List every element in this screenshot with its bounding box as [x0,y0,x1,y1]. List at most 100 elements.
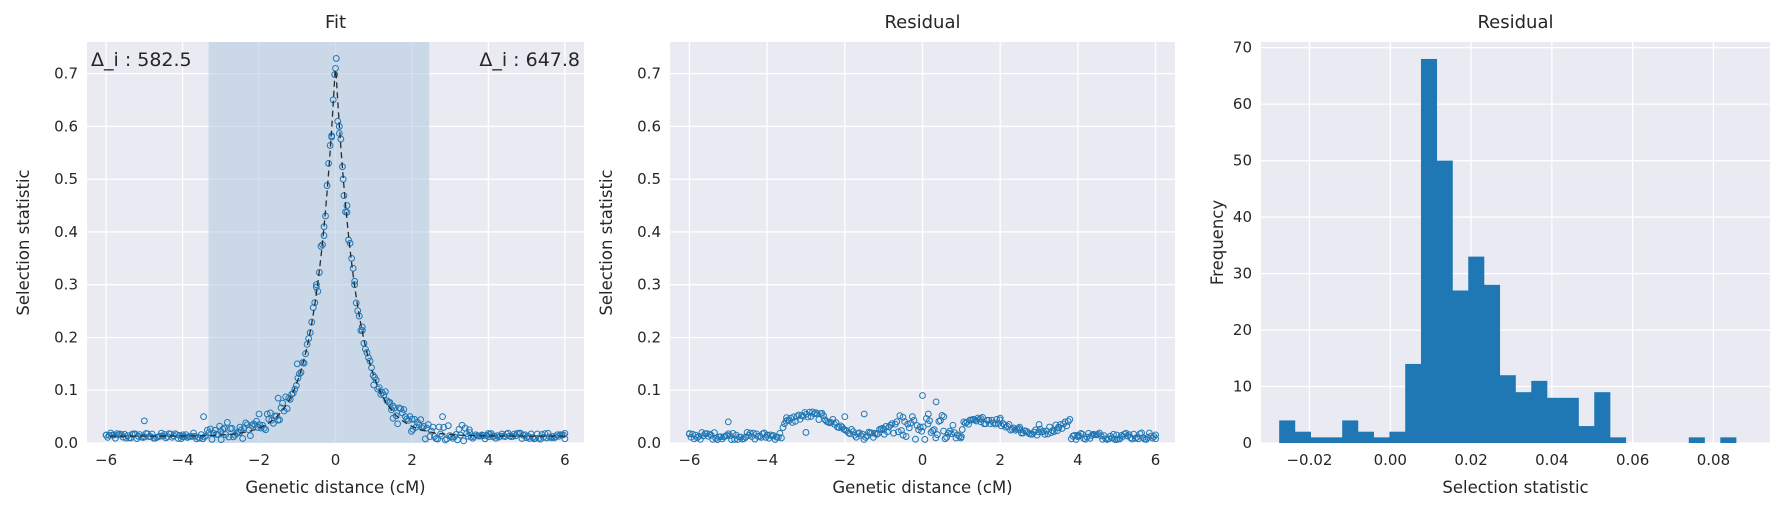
fit-panel: Δ_i : 582.5 Δ_i : 647.8 −6 −4 −2 0 2 4 6 0.0 0.1 0.… [14,12,584,497]
highlighted-region [208,42,430,443]
data-point [246,432,254,440]
data-point [993,415,1000,423]
data-point [787,414,795,422]
x-tick-label: 0 [331,451,341,469]
data-point [880,426,888,434]
histogram-bar [1389,431,1406,443]
data-point [893,418,901,426]
data-point [706,430,714,438]
data-point [996,414,1004,422]
y-tick-label: 50 [1233,152,1252,170]
data-point [1055,423,1062,431]
data-point [427,427,435,435]
data-point [559,431,567,439]
data-point [408,427,415,435]
panel-title: Fit [325,12,346,33]
data-point [991,420,999,428]
data-point [269,419,277,427]
data-point [795,411,802,419]
y-tick-label: 0.4 [54,223,78,241]
data-point [400,406,408,413]
histogram-bar [1468,256,1485,443]
scatter-points [686,392,1159,444]
data-point [740,435,748,443]
x-tick-label: −6 [678,451,700,469]
data-point [932,434,940,442]
data-point [1066,416,1074,423]
x-tick-label: 0 [918,451,928,469]
data-point [288,390,296,398]
data-point [717,433,725,441]
data-point [374,385,382,393]
data-point [977,418,985,426]
data-point [435,423,443,431]
data-point [1049,427,1057,434]
data-point [1152,435,1159,443]
x-tick-label: −4 [172,451,194,469]
x-tick-label: −6 [95,451,117,469]
data-point [332,55,340,62]
y-tick-label: 0.2 [637,328,661,346]
y-tick-label: 0.1 [54,381,78,399]
data-point [210,430,217,437]
data-point [921,436,929,443]
y-tick-label: 20 [1233,321,1252,339]
x-axis-label: Selection statistic [1442,478,1588,497]
x-tick-label: 0.08 [1697,451,1730,469]
data-point [242,419,250,427]
data-point [102,431,110,439]
histogram-bar [1310,437,1327,443]
data-point [533,430,541,438]
data-point [958,426,966,433]
data-point [1044,430,1052,438]
data-point [343,202,351,209]
data-point [698,429,706,436]
y-axis-label: Selection statistic [597,169,616,315]
data-point [908,413,916,421]
data-point [929,427,937,435]
data-point [1074,433,1082,441]
y-tick-label: 70 [1233,39,1252,57]
data-point [913,422,921,429]
data-point [709,435,717,443]
data-point [1035,421,1043,428]
data-point [894,428,902,436]
histogram-bar [1436,160,1453,443]
data-point [276,416,283,424]
data-point [381,388,389,396]
data-point [1016,423,1024,431]
data-point [801,409,809,416]
data-point [196,434,204,442]
data-point [543,434,550,442]
data-point [358,323,366,331]
data-point [941,435,949,443]
data-point [724,430,732,438]
data-point [337,135,345,143]
x-tick-label: 0.00 [1374,451,1407,469]
y-tick-label: 0.5 [637,170,661,188]
y-tick-label: 0.0 [637,434,661,452]
data-point [1041,430,1049,438]
data-point [749,429,757,437]
data-point [1014,424,1022,432]
data-point [392,412,400,420]
data-point [924,420,932,428]
histogram-bar [1720,437,1737,443]
histogram-bar [1452,290,1469,443]
y-tick-label: 0.5 [54,170,78,188]
data-point [217,436,225,443]
y-axis-label: Frequency [1208,200,1227,285]
data-point [312,281,320,289]
data-point [121,430,128,438]
data-point [919,423,927,431]
data-point [352,299,360,307]
data-point [314,287,322,295]
histogram-bar [1420,58,1438,443]
data-point [200,433,208,441]
data-point [1008,425,1016,433]
data-point [932,398,940,406]
y-tick-label: 0.7 [54,65,78,83]
data-point [918,427,926,435]
data-point [140,417,148,425]
data-point [979,413,986,421]
